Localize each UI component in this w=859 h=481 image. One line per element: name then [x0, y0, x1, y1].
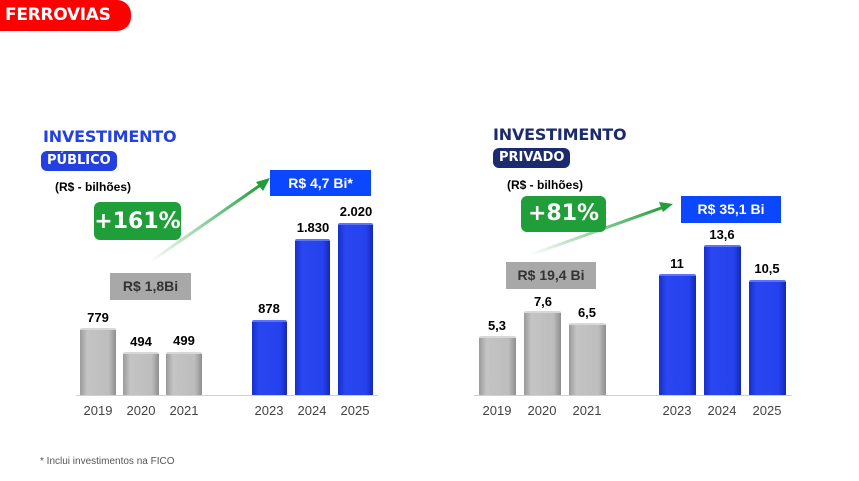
bar-value: 6,5 — [577, 305, 597, 320]
x-tick: 2025 — [752, 403, 782, 418]
x-tick: 2024 — [707, 403, 737, 418]
private-growth-badge: +81% — [521, 196, 606, 232]
x-tick: 2020 — [527, 403, 557, 418]
bar-value: 779 — [87, 310, 109, 325]
bar-2019 — [80, 328, 116, 396]
bar-value: 10,5 — [754, 261, 780, 276]
bar-2019 — [479, 336, 516, 396]
bar-value: 2.020 — [339, 204, 373, 219]
public-before-total: R$ 1,8Bi — [110, 273, 191, 300]
private-unit: (R$ - bilhões) — [507, 178, 584, 192]
bar-value: 11 — [670, 256, 684, 271]
public-unit: (R$ - bilhões) — [55, 180, 132, 194]
x-tick: 2025 — [340, 403, 370, 418]
bar-value: 499 — [173, 333, 195, 348]
x-tick: 2024 — [297, 403, 327, 418]
x-tick: 2019 — [482, 403, 512, 418]
private-badge: PRIVADO — [493, 148, 571, 168]
bar-2021 — [569, 323, 606, 396]
bar-2024 — [704, 245, 741, 396]
bar-2025 — [338, 223, 373, 396]
section-tag: FERROVIAS — [0, 0, 131, 31]
bar-2021 — [166, 352, 202, 396]
footnote: * Inclui investimentos na FICO — [40, 456, 175, 467]
bar-2020 — [524, 311, 561, 396]
bar-value: 1.830 — [296, 220, 330, 235]
bar-2020 — [123, 352, 159, 396]
private-before-total: R$ 19,4 Bi — [506, 262, 596, 289]
x-tick: 2021 — [169, 403, 199, 418]
private-after-total: R$ 35,1 Bi — [681, 196, 781, 223]
x-tick: 2019 — [83, 403, 113, 418]
bar-2025 — [749, 280, 786, 396]
bar-value: 878 — [258, 301, 280, 316]
x-tick: 2023 — [254, 403, 284, 418]
x-tick: 2021 — [572, 403, 602, 418]
public-title: INVESTIMENTO — [43, 127, 177, 146]
bar-2023 — [252, 320, 287, 396]
x-tick: 2020 — [126, 403, 156, 418]
x-tick: 2023 — [662, 403, 692, 418]
bar-value: 13,6 — [709, 227, 735, 242]
private-title: INVESTIMENTO — [493, 125, 627, 144]
bar-2023 — [659, 274, 696, 396]
bar-2024 — [295, 239, 330, 396]
x-axis — [76, 395, 378, 396]
bar-value: 5,3 — [487, 318, 507, 333]
public-after-total: R$ 4,7 Bi* — [270, 170, 371, 196]
public-growth-badge: +161% — [94, 202, 181, 240]
public-badge: PÚBLICO — [41, 151, 117, 171]
bar-value: 7,6 — [533, 294, 553, 309]
x-axis — [474, 395, 792, 396]
bar-value: 494 — [130, 334, 152, 349]
